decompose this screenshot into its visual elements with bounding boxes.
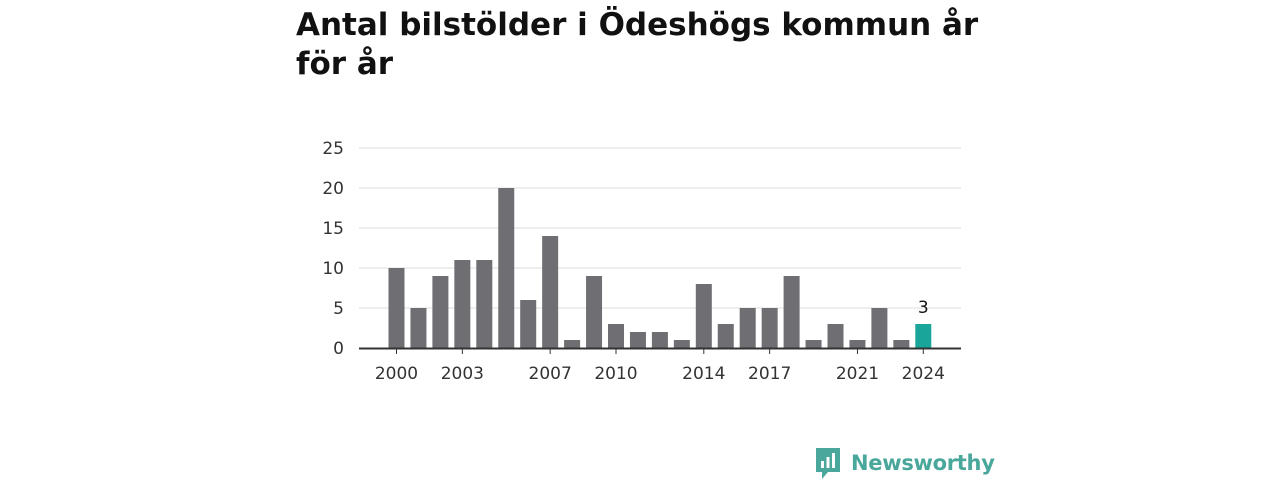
bar-2021 bbox=[849, 340, 866, 348]
x-tick-label: 2024 bbox=[902, 364, 945, 384]
bar-2015 bbox=[717, 324, 734, 348]
bar-2002 bbox=[432, 276, 449, 348]
gridlines bbox=[359, 147, 961, 309]
chart-title: Antal bilstölder i Ödeshögs kommun år fö… bbox=[296, 7, 979, 82]
newsworthy-logo-icon bbox=[816, 448, 840, 479]
bar-2008 bbox=[564, 340, 581, 348]
y-tick-label: 20 bbox=[322, 179, 344, 199]
data-labels: 3 bbox=[918, 298, 929, 318]
bar-2003 bbox=[454, 260, 471, 348]
bar-2000 bbox=[388, 268, 405, 348]
x-tick-label: 2010 bbox=[594, 364, 637, 384]
bar-2010 bbox=[608, 324, 624, 348]
bars bbox=[388, 188, 932, 348]
bar-2001 bbox=[410, 308, 427, 348]
bar-2014 bbox=[695, 284, 712, 348]
bar-2022 bbox=[871, 308, 888, 348]
bar-2007 bbox=[542, 236, 559, 348]
x-tick-label: 2003 bbox=[441, 364, 484, 384]
bar-2011 bbox=[629, 332, 646, 348]
bar-2017 bbox=[761, 308, 778, 348]
bar-2019 bbox=[805, 340, 822, 348]
y-tick-label: 5 bbox=[333, 299, 344, 319]
brand-name: Newsworthy bbox=[851, 451, 995, 475]
y-tick-label: 25 bbox=[322, 139, 344, 159]
x-tick-label: 2000 bbox=[375, 364, 418, 384]
data-label-2024: 3 bbox=[918, 298, 929, 318]
bar-2009 bbox=[586, 276, 603, 348]
y-tick-label: 15 bbox=[322, 219, 344, 239]
bar-2020 bbox=[827, 324, 844, 348]
bar-2024 bbox=[915, 324, 932, 348]
bar-2023 bbox=[893, 340, 910, 348]
x-tick-label: 2017 bbox=[748, 364, 791, 384]
bar-2016 bbox=[739, 308, 756, 348]
x-tick-labels: 2000 2003 2007 2010 2014 2017 2021 2024 bbox=[375, 348, 945, 384]
newsworthy-brand: Newsworthy bbox=[814, 446, 995, 480]
bar-2012 bbox=[651, 332, 668, 348]
y-tick-label: 10 bbox=[322, 259, 344, 279]
x-tick-label: 2007 bbox=[529, 364, 572, 384]
bar-2006 bbox=[520, 300, 537, 348]
bar-2005 bbox=[498, 188, 515, 348]
bar-2013 bbox=[673, 340, 690, 348]
bar-2004 bbox=[476, 260, 493, 348]
y-tick-labels: 0 5 10 15 20 25 bbox=[322, 139, 344, 359]
x-tick-label: 2021 bbox=[836, 364, 879, 384]
y-tick-label: 0 bbox=[333, 339, 344, 359]
x-tick-label: 2014 bbox=[682, 364, 725, 384]
bar-2018 bbox=[783, 276, 800, 348]
